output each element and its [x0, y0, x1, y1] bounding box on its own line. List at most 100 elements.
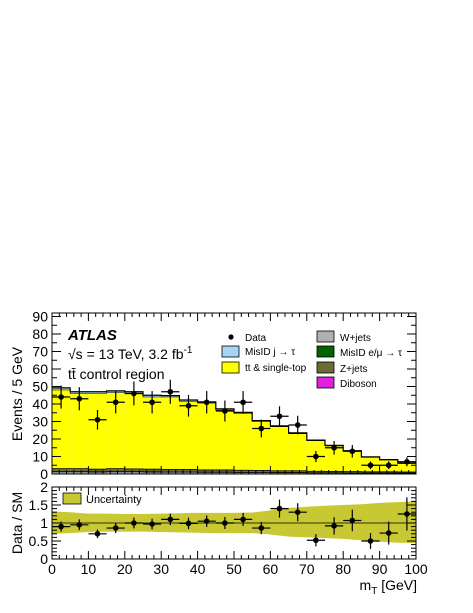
- ratio-x-tick-label-2: 20: [117, 561, 133, 577]
- main-y-tick-label-18: 90: [32, 309, 48, 325]
- bar-tt-single-top-3: [106, 392, 125, 469]
- ratio-x-tick-label-8: 80: [335, 561, 351, 577]
- bar-tt-single-top-12: [270, 426, 289, 471]
- data-point-9: [222, 408, 228, 414]
- ratio-point-16: [349, 517, 356, 524]
- ratio-y-tick-label-4: 2: [40, 479, 48, 495]
- bar-z-jets-19: [397, 472, 416, 473]
- bar-w-jets-3: [106, 471, 125, 474]
- bar-w-jets-4: [124, 471, 143, 474]
- main-y-tick-label-2: 10: [32, 449, 48, 465]
- data-point-2: [94, 416, 101, 423]
- ratio-y-tick-label-0: 0: [40, 551, 48, 567]
- data-point-7: [185, 402, 192, 409]
- stacked-histogram: [52, 387, 416, 474]
- legend-diboson-label: Diboson: [340, 379, 377, 390]
- ratio-x-tick-label-3: 30: [153, 561, 169, 577]
- bar-tt-single-top-19: [397, 463, 416, 472]
- bar-z-jets-10: [234, 470, 253, 473]
- atlas-label: ATLAS: [67, 327, 117, 344]
- bar-w-jets-5: [143, 472, 162, 474]
- ratio-point-17: [367, 538, 374, 544]
- data-point-16: [349, 448, 356, 455]
- ratio-x-tick-label-4: 40: [190, 561, 206, 577]
- x-axis-label-sub: T: [371, 586, 377, 597]
- main-y-tick-label-14: 70: [32, 344, 48, 360]
- legend-misid-lep-label: MisID e/μ → τ: [340, 348, 402, 359]
- bar-z-jets-15: [325, 471, 344, 473]
- legend-misid-jet-swatch: [221, 345, 240, 358]
- bar-z-jets-14: [306, 471, 325, 473]
- legend-misid-jet-label: MisID j → τ: [245, 347, 295, 358]
- bar-w-jets-0: [52, 471, 71, 474]
- main-y-tick-label-4: 20: [32, 431, 48, 447]
- bar-w-jets-8: [197, 472, 216, 474]
- bar-tt-single-top-7: [179, 401, 198, 470]
- ratio-x-tick-label-7: 70: [299, 561, 315, 577]
- ratio-point-14: [313, 537, 319, 544]
- legend-diboson-swatch: [316, 376, 335, 389]
- bar-w-jets-9: [215, 472, 234, 474]
- bar-tt-single-top-6: [161, 397, 180, 470]
- ratio-point-4: [131, 520, 137, 526]
- ratio-point-7: [185, 520, 192, 527]
- ratio-point-0: [58, 523, 64, 530]
- bar-tt-single-top-8: [197, 403, 216, 470]
- legend-data-label: Data: [245, 333, 267, 344]
- data-point-5: [149, 399, 155, 406]
- bar-z-jets-17: [361, 471, 380, 473]
- main-y-axis-label: Events / 5 GeV: [9, 346, 25, 441]
- main-y-tick-label-10: 50: [32, 379, 48, 395]
- bar-tt-single-top-9: [215, 410, 234, 470]
- bar-z-jets-9: [215, 469, 234, 473]
- lumi-exponent: -1: [184, 345, 193, 356]
- ratio-x-tick-label-9: 90: [372, 561, 388, 577]
- bar-z-jets-18: [379, 471, 398, 473]
- bar-w-jets-2: [88, 472, 107, 474]
- bar-z-jets-11: [252, 470, 271, 473]
- main-y-tick-label-12: 60: [32, 361, 48, 377]
- bar-w-jets-11: [252, 472, 271, 474]
- ratio-point-9: [222, 520, 228, 526]
- ratio-x-tick-label-1: 10: [81, 561, 97, 577]
- bar-z-jets-16: [343, 471, 362, 473]
- ratio-point-13: [294, 509, 301, 515]
- data-point-6: [167, 388, 174, 395]
- legend-zjets-label: Z+jets: [340, 364, 368, 375]
- bar-z-jets-6: [161, 469, 180, 472]
- bar-w-jets-12: [270, 472, 289, 474]
- bar-z-jets-13: [288, 470, 307, 473]
- main-y-tick-label-6: 30: [32, 414, 48, 430]
- bar-tt-single-top-0: [52, 390, 71, 469]
- bar-z-jets-0: [52, 468, 71, 472]
- bar-tt-single-top-13: [288, 433, 307, 471]
- ratio-points: [52, 497, 416, 549]
- data-point-15: [331, 444, 337, 451]
- bar-tt-single-top-10: [234, 413, 253, 471]
- bar-z-jets-3: [106, 468, 125, 472]
- x-axis-label-main: m: [360, 577, 372, 593]
- bar-tt-single-top-16: [343, 451, 362, 472]
- energy-lumi-text: √s = 13 TeV, 3.2 fb: [68, 346, 184, 362]
- ratio-y-tick-label-1: 0.5: [29, 533, 49, 549]
- legend-wjets-swatch: [316, 330, 335, 343]
- ratio-y-axis-label: Data / SM: [9, 492, 25, 554]
- bar-w-jets-7: [179, 472, 198, 474]
- bar-z-jets-12: [270, 470, 289, 473]
- data-point-8: [203, 399, 210, 406]
- ratio-point-12: [276, 505, 283, 512]
- ratio-y-tick-label-2: 1: [40, 515, 48, 531]
- ratio-point-6: [167, 516, 174, 523]
- bar-w-jets-1: [70, 471, 89, 474]
- legend-uncertainty-swatch: [62, 492, 82, 505]
- legend-ttbar-label: tt & single-top: [245, 363, 307, 374]
- bar-z-jets-1: [70, 468, 89, 472]
- x-axis-label-unit: [GeV]: [377, 577, 417, 593]
- data-point-14: [313, 453, 319, 460]
- bar-z-jets-7: [179, 469, 198, 472]
- data-point-4: [131, 390, 137, 397]
- bar-w-jets-14: [306, 472, 325, 474]
- ratio-point-11: [258, 525, 265, 531]
- ratio-point-15: [331, 523, 337, 529]
